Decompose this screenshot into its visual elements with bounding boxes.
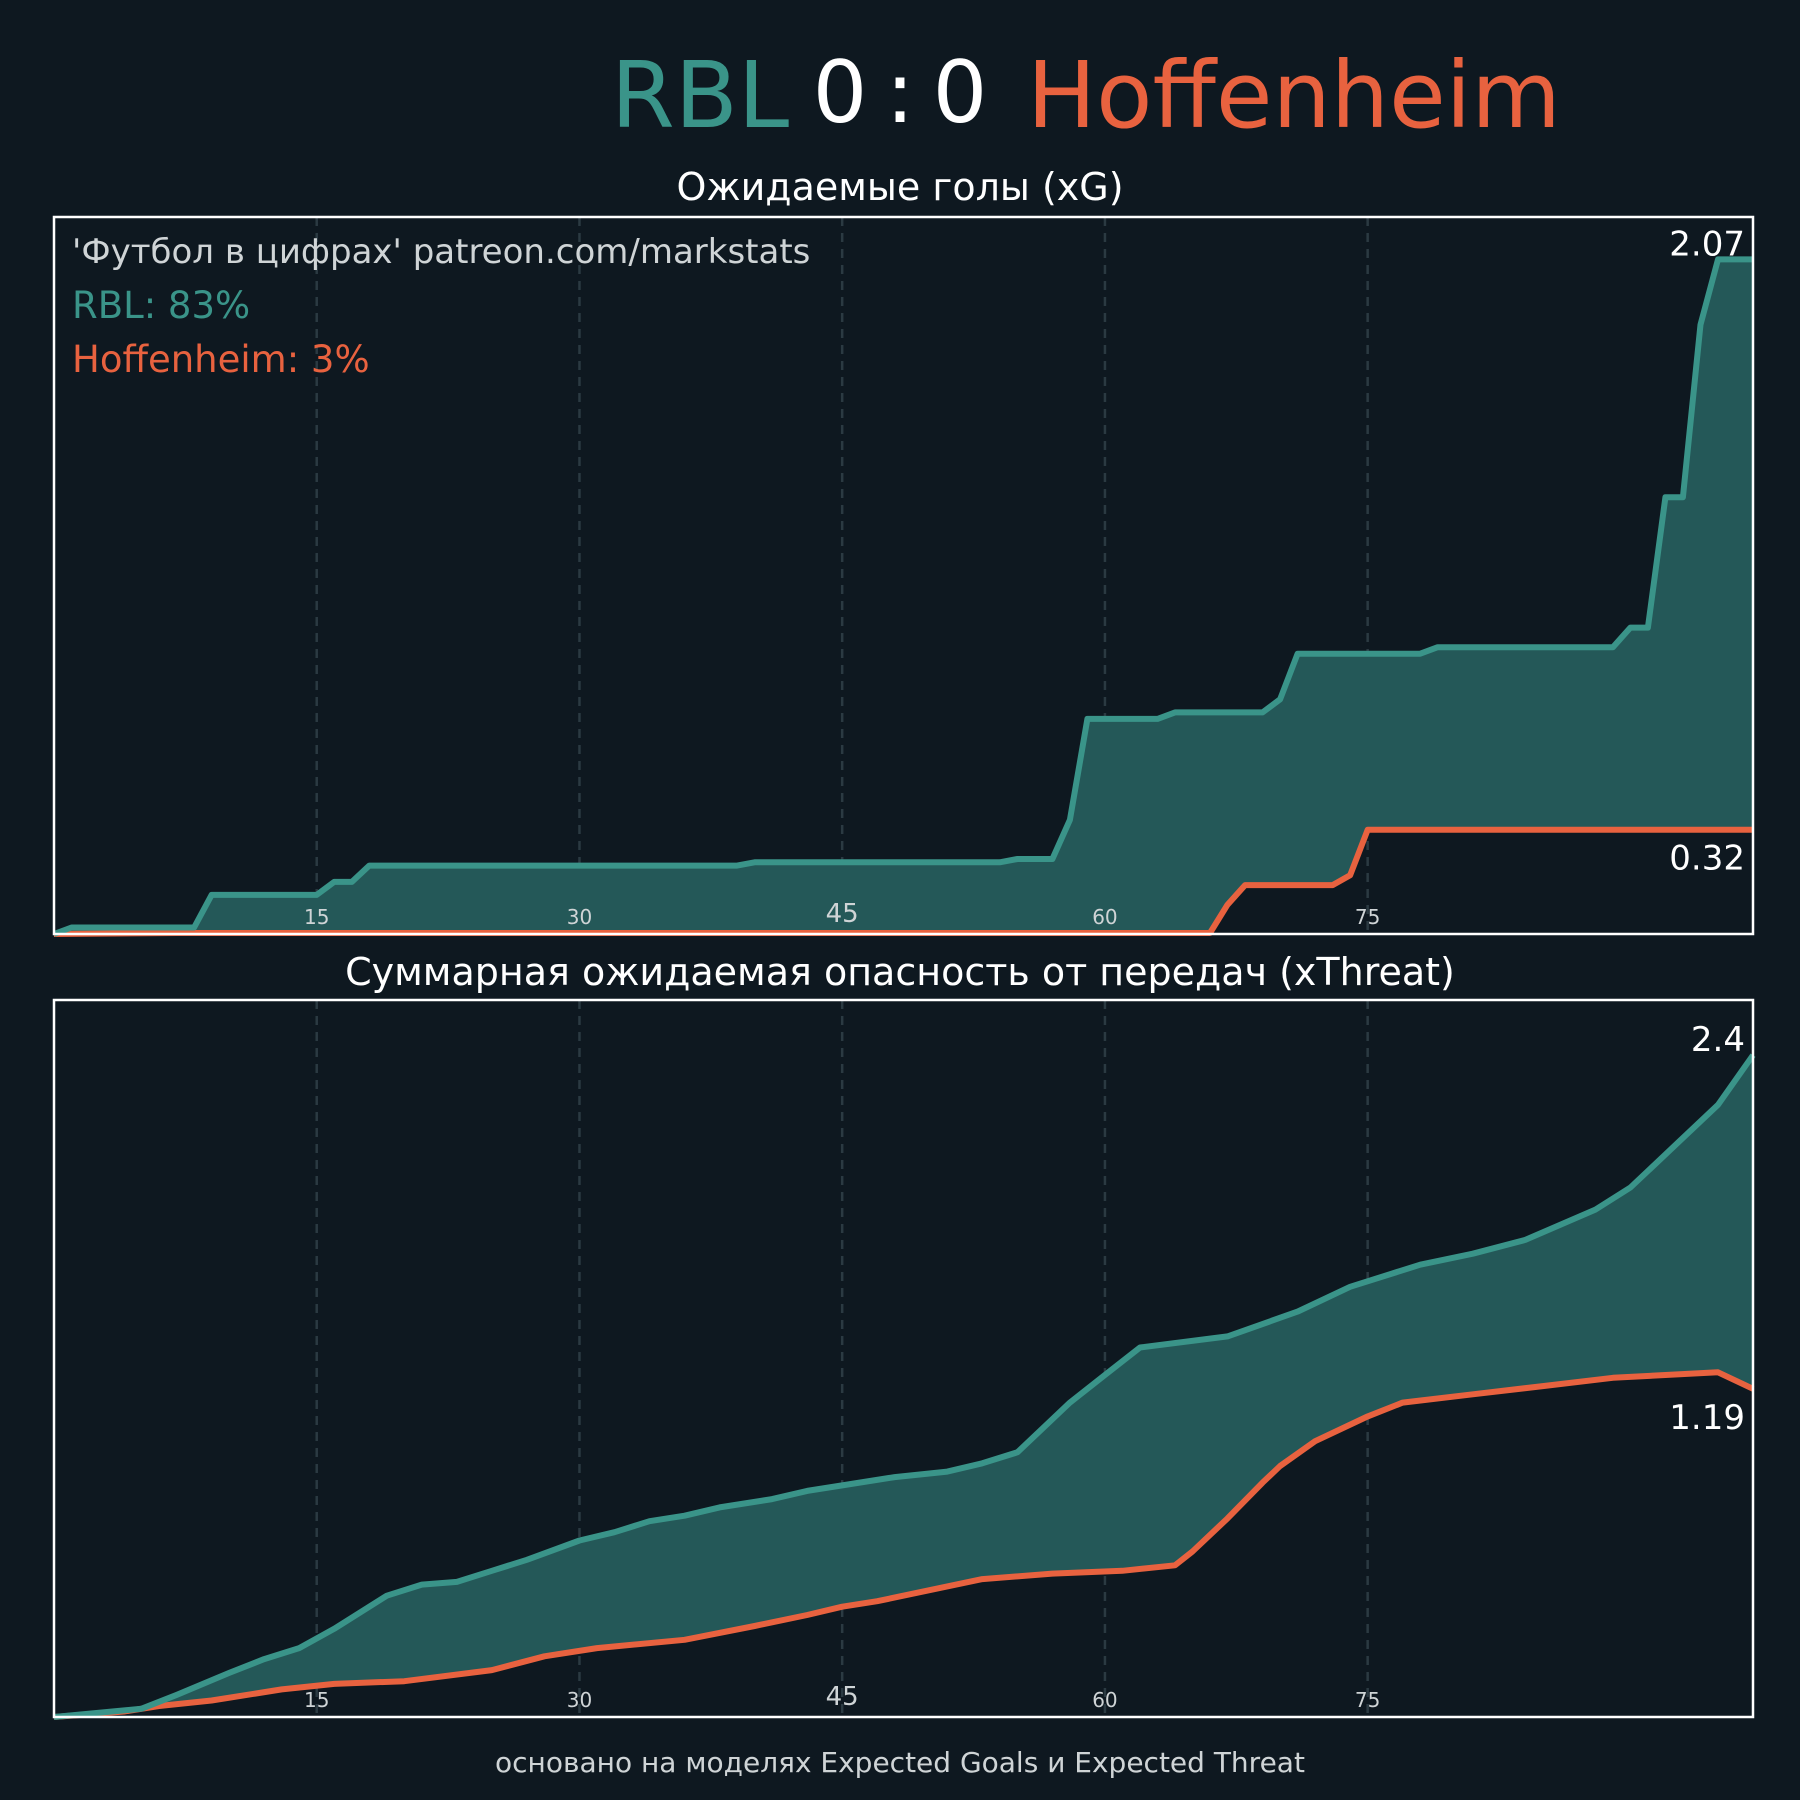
xt-x-tick-label-45: 45: [826, 1682, 859, 1712]
xg-series-rbl-line: [52, 256, 1753, 937]
home-score: 0: [813, 43, 868, 143]
xg-rbl-total-label: 2.07: [1669, 224, 1745, 264]
xt-series-hoffenheim-line: [53, 1369, 1755, 1720]
xt-x-tick-labels: 15 30 45 60 75: [304, 1682, 1380, 1712]
xg-x-tick-label-45: 45: [826, 899, 859, 929]
away-win-probability: Hoffenheim: 3%: [72, 338, 370, 381]
xt-hoffenheim-total-label: 1.19: [1669, 1398, 1745, 1438]
away-score: 0: [933, 43, 988, 143]
xg-plot-frame: [52, 215, 1755, 936]
xt-x-tick-label-60: 60: [1092, 1688, 1117, 1712]
home-team-name: RBL: [611, 42, 789, 149]
xg-chart-title: Ожидаемые голы (xG): [676, 165, 1123, 209]
xg-x-tick-label-60: 60: [1092, 905, 1117, 929]
watermark-text: 'Футбол в цифрах' patreon.com/markstats: [72, 232, 810, 272]
score-separator: :: [886, 43, 915, 143]
xg-x-tick-label-15: 15: [304, 905, 329, 929]
xg-grid: [315, 217, 1369, 934]
xt-difference-area: [54, 1055, 1753, 1717]
xt-x-tick-label-15: 15: [304, 1688, 329, 1712]
xg-hoffenheim-total-label: 0.32: [1669, 839, 1745, 879]
xt-plot-frame: [52, 998, 1755, 1719]
away-team-name: Hoffenheim: [1027, 42, 1561, 149]
xg-chart: 15 30 45 60 75 2.07 0.32: [52, 215, 1755, 937]
xg-x-tick-label-30: 30: [567, 905, 592, 929]
xt-x-tick-label-75: 75: [1355, 1688, 1380, 1712]
xt-rbl-total-label: 2.4: [1691, 1020, 1745, 1060]
xg-difference-area: [54, 259, 1753, 934]
xg-x-tick-labels: 15 30 45 60 75: [304, 899, 1380, 929]
xt-chart-title: Суммарная ожидаемая опасность от передач…: [345, 950, 1455, 994]
xt-series-rbl-line: [53, 1053, 1756, 1720]
footer-note: основано на моделях Expected Goals и Exp…: [495, 1746, 1305, 1779]
home-win-probability: RBL: 83%: [72, 284, 250, 327]
xt-x-tick-label-30: 30: [567, 1688, 592, 1712]
xt-chart: 15 30 45 60 75 2.4 1.19: [52, 998, 1756, 1720]
xg-x-tick-label-75: 75: [1355, 905, 1380, 929]
